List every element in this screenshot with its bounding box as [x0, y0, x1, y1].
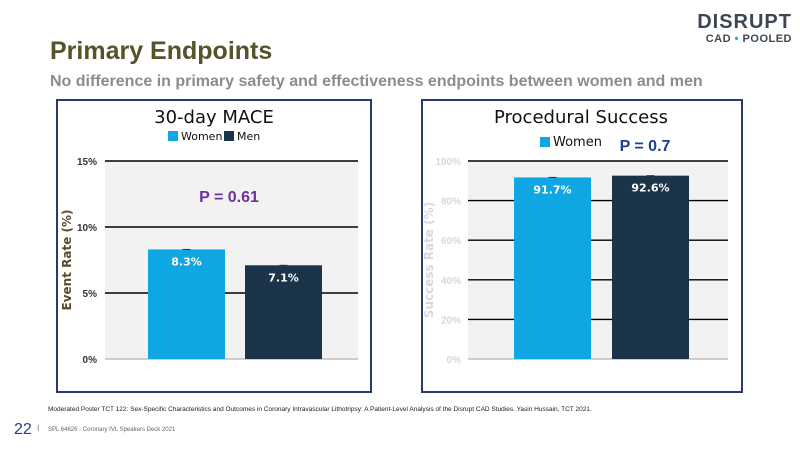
logo-subline: CAD • POOLED — [697, 32, 792, 46]
y-tick-label: 40% — [441, 276, 461, 287]
logo-pooled: POOLED — [742, 33, 792, 45]
deck-label: SPL 64626 - Coronary IVL Speakers Deck 2… — [48, 427, 176, 433]
legend-swatch-women — [540, 137, 550, 147]
y-tick-label: 100% — [435, 157, 461, 168]
bar-value-label-men: 7.1% — [268, 271, 299, 284]
footnote: Moderated Poster TCT 122: Sex-Specific C… — [48, 406, 592, 413]
mace-chart-panel: 30-day MACE Women Men 0% 5% 10% 15% Event Rate … — [56, 99, 372, 393]
page-separator: I — [37, 423, 40, 433]
chart-title: 30-day MACE — [154, 107, 274, 128]
y-tick-label: 80% — [441, 197, 461, 208]
bar-men — [245, 265, 322, 359]
y-tick-label: 10% — [77, 223, 97, 234]
disrupt-cad-logo: DISRUPT CAD • POOLED — [697, 12, 792, 46]
y-tick-label: 5% — [83, 289, 98, 300]
legend-swatch-men — [224, 131, 234, 141]
bar-men — [612, 175, 689, 359]
legend-label-women: Women — [553, 135, 602, 150]
bar-value-label-women: 8.3% — [171, 255, 202, 268]
p-value-annotation: P = 0.61 — [199, 189, 259, 206]
success-chart: Procedural Success Women 0% 20% 40% 60% 80% 100… — [423, 107, 728, 366]
slide-subtitle: No difference in primary safety and effe… — [50, 73, 703, 90]
bar-value-label-women: 91.7% — [533, 183, 571, 196]
slide-title: Primary Endpoints — [50, 37, 273, 65]
y-axis-label: Event Rate (%) — [60, 210, 74, 311]
bar-women — [514, 177, 591, 359]
y-tick-label: 20% — [441, 315, 461, 326]
y-tick-label: 0% — [83, 355, 98, 366]
p-value-annotation: P = 0.7 — [620, 138, 671, 155]
bar-value-label-men: 92.6% — [631, 182, 669, 195]
legend-label-men: Men — [237, 130, 260, 143]
logo-cad: CAD — [705, 33, 732, 45]
logo-dot: • — [734, 33, 739, 45]
mace-chart: 30-day MACE Women Men 0% 5% 10% 15% Event Rate … — [60, 107, 358, 366]
legend-swatch-women — [168, 131, 178, 141]
y-tick-label: 60% — [441, 236, 461, 247]
success-chart-panel: Procedural Success Women 0% 20% 40% 60% 80% 100… — [421, 99, 743, 393]
y-tick-label: 0% — [447, 355, 462, 366]
logo-wordmark: DISRUPT — [697, 11, 792, 33]
y-tick-label: 15% — [77, 157, 97, 168]
legend-label-women: Women — [181, 130, 222, 143]
y-axis-label: Success Rate (%) — [423, 202, 436, 318]
bar-women — [148, 249, 225, 359]
page-number: 22 — [14, 421, 32, 438]
chart-title: Procedural Success — [494, 107, 668, 128]
